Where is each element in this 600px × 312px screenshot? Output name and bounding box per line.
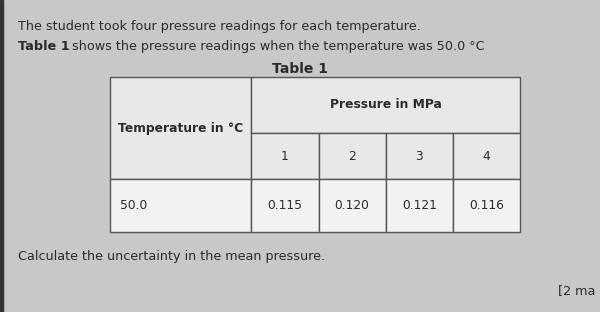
Bar (319, 133, 386, 179)
Bar (251, 179, 319, 232)
Text: 4: 4 (482, 149, 490, 163)
Bar (0, 0, 3, 312)
Text: shows the pressure readings when the temperature was 50.0 °C: shows the pressure readings when the tem… (68, 40, 485, 53)
Text: 0.120: 0.120 (335, 199, 370, 212)
Text: Calculate the uncertainty in the mean pressure.: Calculate the uncertainty in the mean pr… (18, 250, 325, 263)
Text: Pressure in MPa: Pressure in MPa (330, 98, 442, 111)
Text: The student took four pressure readings for each temperature.: The student took four pressure readings … (18, 20, 421, 33)
Text: Table 1: Table 1 (18, 40, 70, 53)
Bar (453, 133, 520, 179)
Bar (251, 133, 319, 179)
Bar (386, 133, 453, 179)
Text: 0.121: 0.121 (402, 199, 437, 212)
Text: [2 ma: [2 ma (557, 284, 595, 297)
Text: Table 1: Table 1 (272, 62, 328, 76)
Text: 50.0: 50.0 (120, 199, 147, 212)
Bar (386, 179, 453, 232)
Text: 0.115: 0.115 (268, 199, 302, 212)
Text: 3: 3 (415, 149, 423, 163)
Text: 2: 2 (348, 149, 356, 163)
Bar (110, 179, 251, 232)
Bar (319, 179, 386, 232)
Text: 0.116: 0.116 (469, 199, 504, 212)
Text: Temperature in °C: Temperature in °C (118, 122, 243, 135)
Bar (110, 77, 251, 179)
Text: 1: 1 (281, 149, 289, 163)
Bar (251, 77, 520, 133)
Bar (453, 179, 520, 232)
